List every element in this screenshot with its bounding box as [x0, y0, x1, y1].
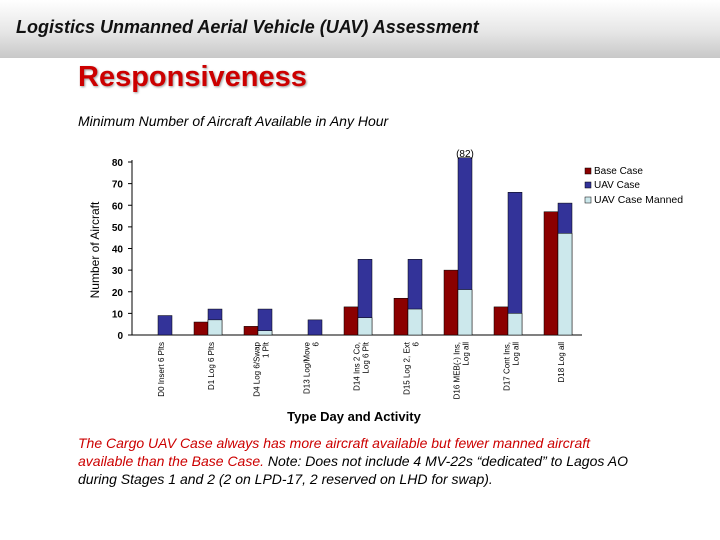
bar-base-case — [393, 297, 409, 336]
bar-uav-case — [307, 319, 323, 336]
x-tick-label: D4 Log 6/Swap1 Plt — [253, 341, 271, 396]
y-tick-label: 50 — [112, 223, 124, 234]
header-banner: Logistics Unmanned Aerial Vehicle (UAV) … — [0, 0, 720, 58]
slide-title: Responsiveness — [78, 61, 307, 93]
x-tick-label-line: D15 Log 2, Ext — [403, 341, 412, 395]
bar-base-case — [443, 269, 459, 336]
bar-chart: 0 10 20 30 40 50 60 70 80 Number of Aircraft D0 In… — [88, 149, 683, 424]
x-tick-label-line: Log all — [512, 342, 521, 366]
legend-swatch — [584, 181, 592, 189]
legend-label: UAV Case Manned — [594, 194, 683, 206]
x-tick-label-line: D18 Log all — [557, 342, 566, 383]
legend-label: Base Case — [594, 166, 643, 177]
x-tick-label-line: D13 Log/Move — [303, 341, 312, 394]
chart-subtitle: Minimum Number of Aircraft Available in … — [78, 113, 389, 129]
bar-uav-case-manned — [457, 289, 473, 336]
x-tick-label-line: 6 — [412, 341, 421, 346]
y-tick-label: 0 — [117, 331, 123, 342]
bar-uav-case-manned — [357, 317, 373, 336]
y-axis-label: Number of Aircraft — [88, 201, 102, 298]
y-tick-label: 60 — [112, 201, 124, 212]
x-tick-label-line: D1 Log 6 Plts — [207, 342, 216, 390]
x-tick-label: D18 Log all — [557, 342, 566, 383]
y-tick-label: 70 — [112, 180, 124, 191]
legend-swatch — [584, 196, 592, 204]
footnote-main: The Cargo UAV Case always has more aircr… — [78, 435, 591, 469]
legend-swatch — [584, 167, 592, 175]
x-tick-label-line: 6 — [312, 341, 321, 346]
x-tick-label: D13 Log/Move6 — [303, 341, 321, 394]
x-tick-label-line: D16 MEB(-) Ins, — [453, 342, 462, 399]
y-tick-label: 10 — [112, 309, 124, 320]
y-tick-label: 30 — [112, 266, 124, 277]
x-tick-label: D15 Log 2, Ext6 — [403, 341, 421, 395]
footnote: The Cargo UAV Case always has more aircr… — [78, 434, 638, 488]
y-tick-label: 40 — [112, 245, 124, 256]
legend-label: UAV Case — [594, 180, 640, 191]
y-tick-label: 20 — [112, 288, 124, 299]
x-tick-label-line: D4 Log 6/Swap — [253, 341, 262, 396]
bar-uav-case — [157, 315, 173, 336]
x-tick-label-line: D0 Insert 6 Plts — [157, 342, 166, 397]
x-tick-label: D17 Cont Ins,Log all — [503, 342, 521, 391]
x-tick-label-line: D17 Cont Ins, — [503, 342, 512, 391]
x-tick-label: D1 Log 6 Plts — [207, 342, 216, 390]
x-tick-label-line: 1 Plt — [262, 341, 271, 358]
bar-uav-case-manned — [557, 233, 573, 336]
bar-base-case — [493, 306, 509, 336]
banner-title: Logistics Unmanned Aerial Vehicle (UAV) … — [16, 17, 479, 37]
y-tick-label: 80 — [112, 158, 124, 169]
x-tick-label: D14 Ins 2 Co,Log 6 Plt — [353, 341, 371, 391]
x-tick-label-line: Log all — [462, 342, 471, 366]
bar-base-case — [243, 326, 259, 336]
x-tick-label-line: D14 Ins 2 Co, — [353, 342, 362, 391]
footnote-note: Note: Does not include 4 MV-22s “dedicat… — [78, 453, 628, 487]
bar-base-case — [343, 306, 359, 336]
x-tick-label: D0 Insert 6 Plts — [157, 342, 166, 397]
bar-annotation: (82) — [456, 149, 474, 160]
x-tick-label: D16 MEB(-) Ins,Log all — [453, 342, 471, 400]
bar-uav-case-manned — [407, 308, 423, 336]
bar-base-case — [543, 211, 559, 336]
bar-uav-case-manned — [507, 313, 523, 336]
bar-base-case — [193, 321, 209, 336]
bar-uav-case-manned — [207, 319, 223, 336]
x-axis-label: Type Day and Activity — [287, 409, 421, 424]
x-tick-label-line: Log 6 Plt — [362, 341, 371, 373]
bar-uav-case-manned — [257, 330, 273, 336]
